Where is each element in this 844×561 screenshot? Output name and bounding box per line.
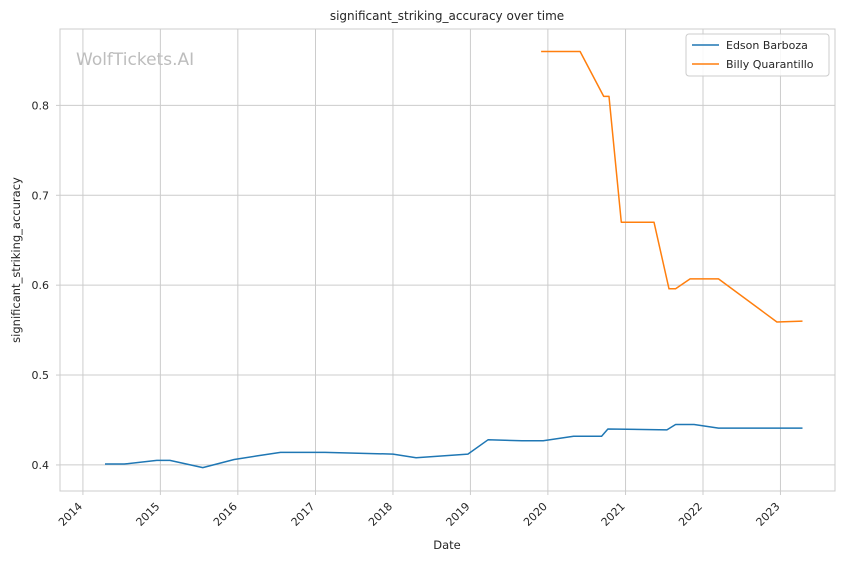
- chart-title: significant_striking_accuracy over time: [330, 9, 564, 23]
- series-lines: [105, 50, 803, 469]
- series-line-edson-barboza: [105, 423, 803, 469]
- series-line-billy-quarantillo: [541, 50, 803, 323]
- legend-label-edson-barboza: Edson Barboza: [726, 39, 808, 52]
- x-axis-title: Date: [433, 538, 461, 552]
- x-tick-label: 2017: [289, 500, 318, 529]
- watermark-text: WolfTickets.AI: [76, 50, 194, 70]
- plot-background: [60, 29, 835, 491]
- x-tick-label: 2015: [134, 500, 163, 529]
- legend: Edson Barboza Billy Quarantillo: [685, 33, 830, 77]
- legend-frame: [685, 33, 830, 77]
- x-tick-label: 2018: [366, 500, 395, 529]
- x-tick-label: 2014: [56, 500, 85, 529]
- x-tick-label: 2016: [211, 500, 240, 529]
- plot-frame: [59, 28, 836, 492]
- y-tick-label: 0.5: [32, 369, 50, 382]
- y-tick-label: 0.4: [32, 459, 50, 472]
- x-tick-label: 2019: [444, 500, 473, 529]
- x-tick-label: 2023: [754, 500, 783, 529]
- legend-label-billy-quarantillo: Billy Quarantillo: [726, 58, 814, 71]
- x-axis-ticks: 2014 2015 2016 2017 2018 2019 2020 2021 2022 2023: [56, 491, 783, 529]
- x-tick-label: 2020: [521, 500, 550, 529]
- x-tick-label: 2022: [676, 500, 705, 529]
- y-axis-title: significant_striking_accuracy: [9, 177, 23, 343]
- y-tick-label: 0.6: [32, 279, 50, 292]
- y-tick-label: 0.7: [32, 189, 50, 202]
- y-axis-ticks: 0.4 0.5 0.6 0.7 0.8: [32, 99, 60, 472]
- x-tick-label: 2021: [599, 500, 628, 529]
- y-tick-label: 0.8: [32, 99, 50, 112]
